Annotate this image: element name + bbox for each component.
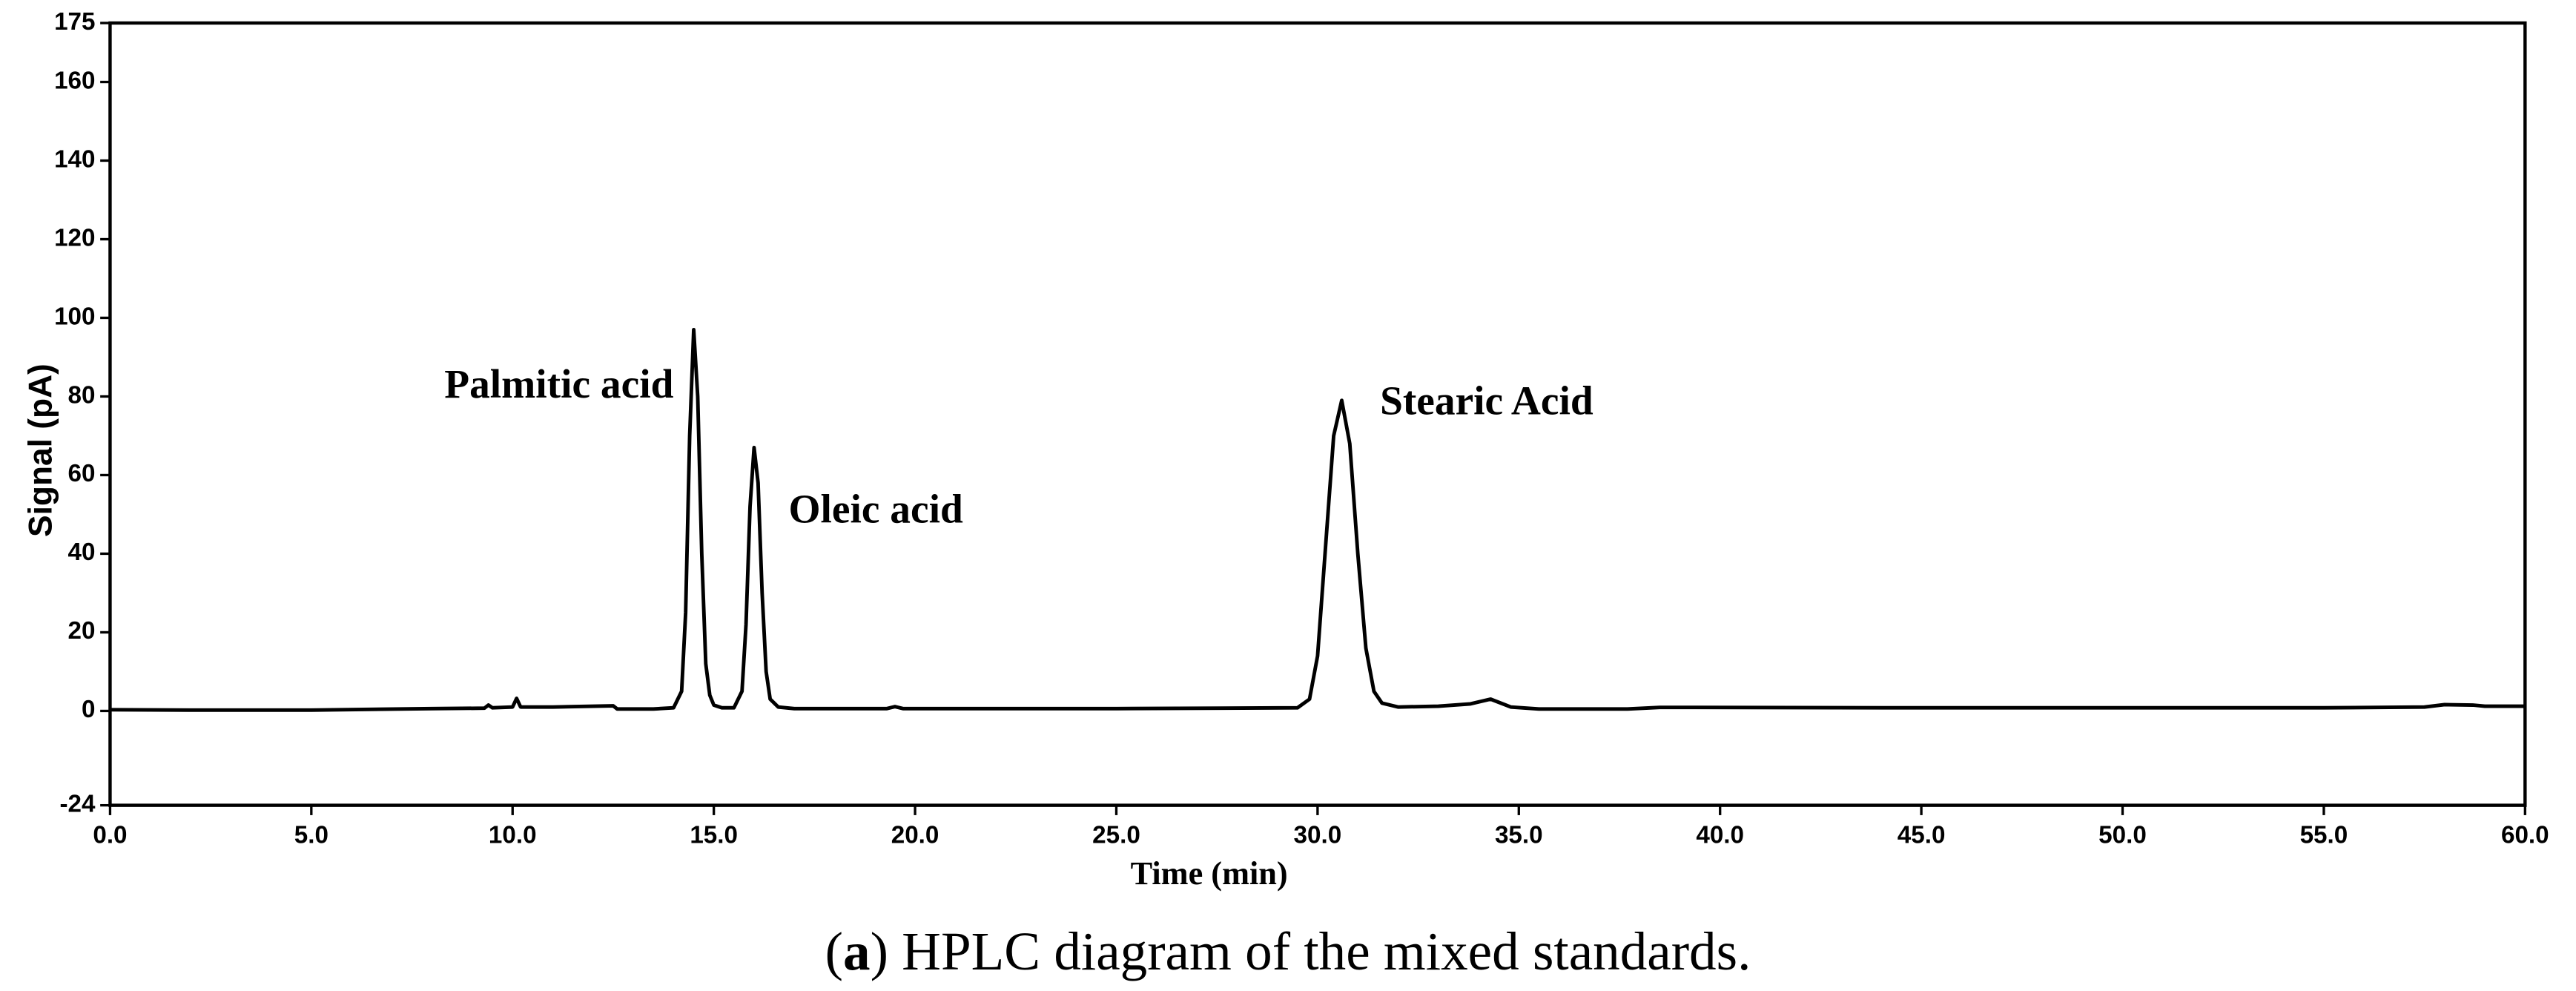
- peak-annotation: Palmitic acid: [444, 361, 673, 406]
- x-tick-label: 25.0: [1092, 822, 1140, 849]
- x-tick-label: 10.0: [489, 822, 537, 849]
- x-tick-label: 30.0: [1294, 822, 1342, 849]
- y-tick-label: 160: [54, 67, 95, 94]
- y-tick-label: -24: [59, 790, 96, 817]
- plot-frame: [108, 21, 2527, 807]
- y-tick-label: 140: [54, 145, 95, 173]
- y-tick-label: 20: [68, 617, 96, 645]
- x-tick-label: 5.0: [294, 822, 328, 849]
- y-tick-label: 120: [54, 224, 95, 251]
- y-tick-label: 80: [68, 381, 96, 409]
- y-tick-label: 100: [54, 303, 95, 330]
- x-axis-label: Time (min): [1131, 855, 1288, 892]
- x-tick-label: 55.0: [2300, 822, 2348, 849]
- x-tick-label: 50.0: [2098, 822, 2147, 849]
- x-tick-label: 0.0: [93, 822, 127, 849]
- x-tick-label: 20.0: [891, 822, 939, 849]
- caption-text: ) HPLC diagram of the mixed standards.: [871, 921, 1751, 981]
- y-tick-label: 175: [54, 8, 95, 36]
- peak-annotation: Stearic Acid: [1380, 378, 1594, 423]
- caption-open: (: [825, 921, 843, 981]
- y-tick-label: 0: [82, 696, 95, 723]
- x-tick-label: 60.0: [2501, 822, 2549, 849]
- x-tick-label: 45.0: [1898, 822, 1946, 849]
- y-tick-label: 60: [68, 460, 96, 487]
- x-tick-label: 40.0: [1696, 822, 1744, 849]
- peak-annotation: Oleic acid: [788, 487, 962, 532]
- caption-label: a: [843, 921, 871, 981]
- caption: (a) HPLC diagram of the mixed standards.: [825, 921, 1751, 981]
- y-axis-label: Signal (pA): [22, 363, 59, 537]
- y-tick-label: 40: [68, 539, 96, 566]
- x-tick-label: 15.0: [690, 822, 738, 849]
- x-tick-label: 35.0: [1495, 822, 1543, 849]
- signal-line: [110, 327, 2526, 712]
